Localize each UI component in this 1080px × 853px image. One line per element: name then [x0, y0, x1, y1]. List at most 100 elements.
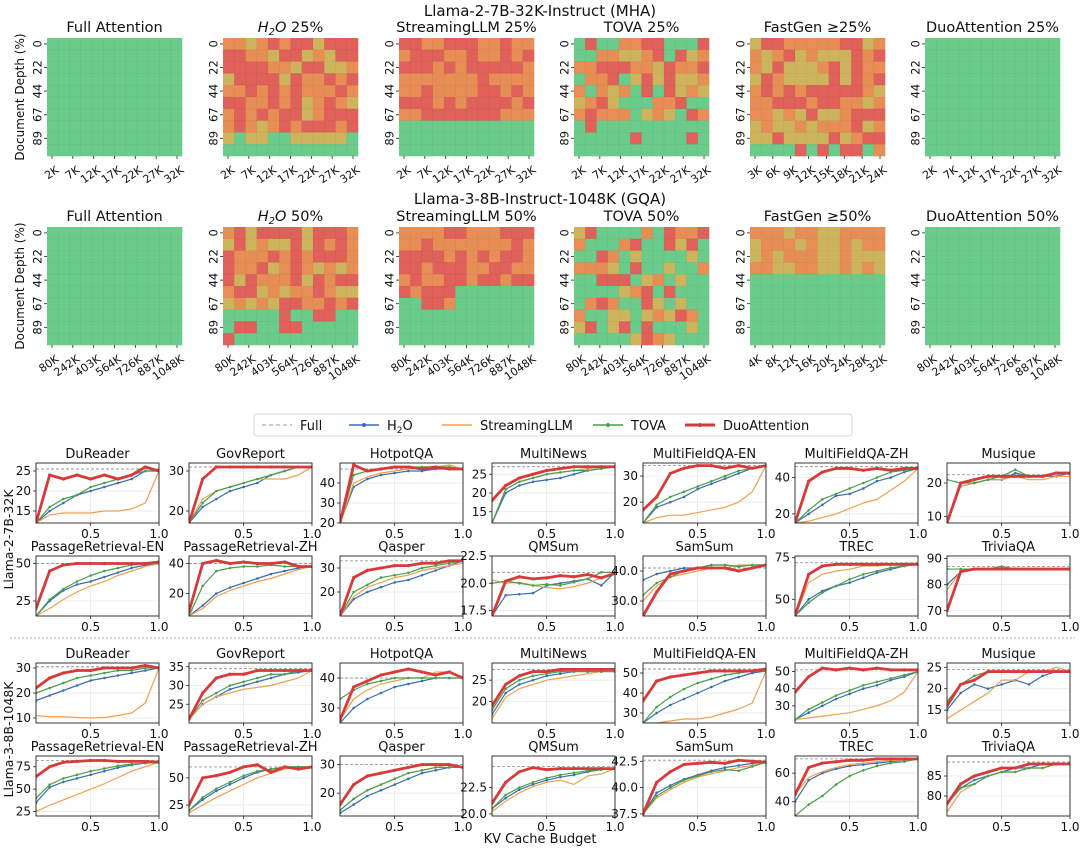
point-tova [531, 476, 535, 480]
heatmap-cell [664, 97, 676, 110]
heatmap-cell [279, 333, 291, 346]
heatmap-cell [925, 333, 937, 346]
heatmap-cell [697, 309, 710, 322]
heatmap-cell [466, 286, 479, 299]
series-tova [492, 466, 615, 523]
heatmap-cell [522, 49, 535, 62]
heatmap-cell [410, 238, 422, 251]
point-h2o [504, 593, 507, 597]
point-h2o [228, 586, 232, 589]
heatmap-cell [399, 250, 411, 263]
point-tova [103, 569, 106, 573]
heatmap-cell [114, 321, 127, 334]
heatmap-cell [873, 144, 886, 157]
point-duo [447, 670, 451, 674]
point-tova [89, 485, 92, 489]
heatmap-cell [511, 262, 524, 275]
heatmap-ytick-label: 0 [734, 229, 748, 236]
heatmap-cell [399, 227, 411, 240]
ytick-label: 50 [775, 592, 790, 606]
ytick-label: 90 [927, 552, 942, 566]
heatmap-cell [697, 286, 710, 299]
heatmap-cell [234, 97, 246, 110]
heatmap-cell [840, 38, 852, 51]
heatmap-cell [159, 85, 172, 98]
heatmap-cell [862, 61, 875, 74]
point-h2o [62, 689, 65, 692]
heatmap-cell [585, 49, 597, 62]
ytick-label: 80 [927, 578, 942, 592]
heatmap-cell [137, 132, 149, 145]
heatmap-cell [335, 250, 348, 263]
heatmap-cell [750, 309, 762, 322]
heatmap-cell [1015, 97, 1027, 110]
heatmap-cell [103, 49, 115, 62]
heatmap-cell [1003, 262, 1016, 275]
point-h2o [48, 694, 51, 697]
heatmap-cell [675, 309, 687, 322]
heatmap-cell [795, 85, 807, 98]
plot-frame [946, 755, 1071, 817]
heatmap-cell [619, 227, 631, 240]
heatmap-cell [103, 297, 115, 310]
xtick-label: 1.0 [453, 727, 472, 741]
point-duo [214, 676, 218, 680]
point-tova [407, 571, 410, 575]
series-h2o [795, 758, 918, 803]
heatmap-cell [466, 250, 479, 263]
point-duo [517, 575, 521, 579]
point-duo [420, 561, 424, 565]
heatmap-cell [1015, 262, 1027, 275]
heatmap-cell [92, 274, 104, 287]
heatmap-ytick-label: 67 [207, 296, 221, 311]
heatmap-cell [585, 321, 597, 334]
point-tova [889, 677, 892, 680]
point-duo [406, 667, 410, 671]
point-tova [1014, 468, 1017, 471]
heatmap-cell [324, 61, 336, 74]
xtick-label: 0.5 [234, 727, 253, 741]
line-panel-title: MultiFieldQA-ZH [805, 447, 909, 462]
heatmap-cell [851, 297, 863, 310]
series-group [36, 663, 159, 719]
point-tova [201, 796, 204, 799]
heatmap-cell [862, 132, 875, 145]
point-h2o [862, 687, 865, 691]
heatmap-cell [970, 227, 982, 240]
heatmap-cell [1048, 120, 1061, 133]
heatmap-cell [992, 227, 1005, 240]
xtick-label: 0.5 [537, 820, 556, 834]
point-duo [434, 465, 438, 469]
heatmap-cell [596, 321, 609, 334]
heatmap-cell [585, 73, 597, 86]
heatmap-ytick-label: 67 [909, 107, 923, 122]
ytick-label: 40.0 [611, 781, 638, 795]
series-tova [643, 465, 766, 523]
point-h2o [518, 683, 521, 686]
series-streaming [643, 465, 766, 523]
heatmap-cell [148, 286, 160, 299]
heatmap-cell [234, 85, 246, 98]
heatmap-cell [223, 73, 235, 86]
point-h2o [393, 471, 396, 475]
heatmap-cell [511, 297, 524, 310]
heatmap-cell [1048, 286, 1061, 299]
heatmap-cell [399, 297, 411, 310]
heatmap-cell [410, 61, 422, 74]
heatmap-cell [958, 227, 971, 240]
heatmap-cell [301, 274, 314, 287]
heatmap-cell [607, 85, 620, 98]
heatmap-title: Full Attention [66, 209, 162, 225]
heatmap-cell [103, 85, 115, 98]
heatmap-cell [268, 250, 280, 263]
heatmap-cell [840, 333, 852, 346]
heatmap-cell [1037, 132, 1050, 145]
heatmap-cell [58, 309, 70, 322]
heatmap-cell [69, 73, 82, 86]
heatmap-cell [279, 132, 291, 145]
point-duo [102, 666, 106, 670]
heatmap-cell [279, 250, 291, 263]
series-duo [643, 464, 766, 511]
heatmap-cell [346, 309, 359, 322]
heatmap-cell [466, 227, 479, 240]
